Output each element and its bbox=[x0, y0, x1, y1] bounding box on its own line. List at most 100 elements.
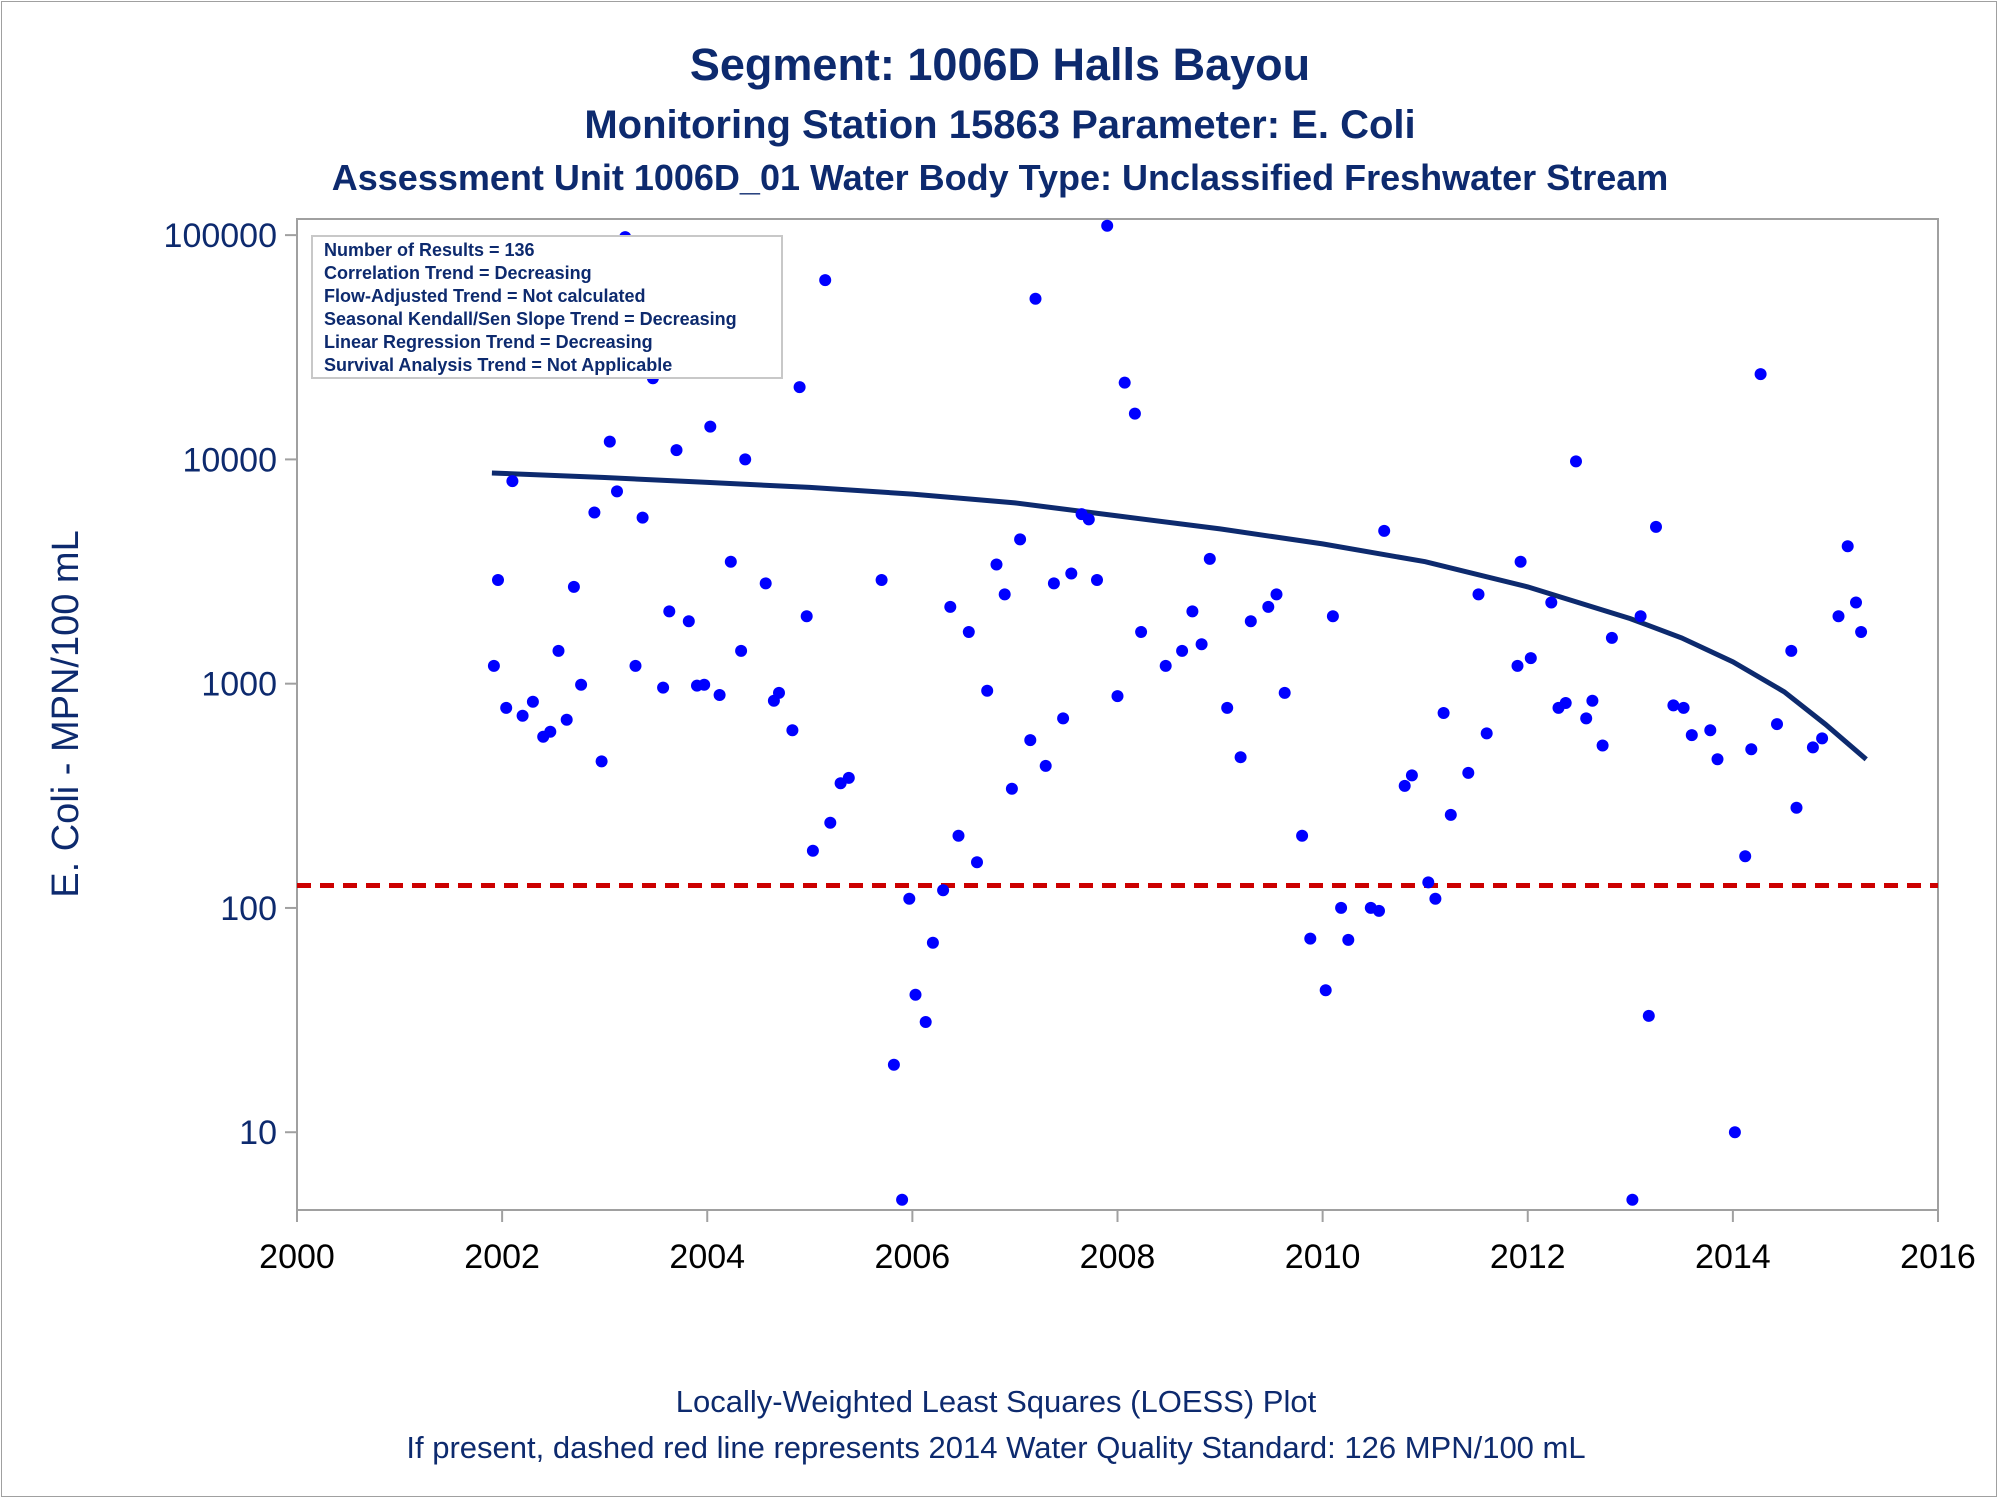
data-point bbox=[1047, 577, 1060, 590]
data-point bbox=[567, 580, 580, 593]
data-point bbox=[903, 892, 916, 905]
data-point bbox=[1005, 782, 1018, 795]
y-tick-label: 10 bbox=[239, 1114, 277, 1152]
data-point bbox=[1203, 552, 1216, 565]
x-tick-label: 2010 bbox=[1285, 1238, 1361, 1276]
footnote-standard: If present, dashed red line represents 2… bbox=[406, 1430, 1585, 1465]
stats-inset-box bbox=[311, 235, 783, 379]
data-point bbox=[896, 1193, 909, 1206]
x-tick-label: 2006 bbox=[875, 1238, 951, 1276]
data-point bbox=[487, 659, 500, 672]
data-point bbox=[1057, 712, 1070, 725]
data-point bbox=[1739, 850, 1752, 863]
data-point bbox=[1841, 540, 1854, 553]
data-point bbox=[1319, 984, 1332, 997]
data-point bbox=[636, 511, 649, 524]
data-point bbox=[819, 274, 832, 287]
inset-line-survival-analysis: Survival Analysis Trend = Not Applicable bbox=[324, 355, 672, 375]
data-point bbox=[1855, 626, 1868, 638]
data-point bbox=[670, 444, 683, 457]
data-point bbox=[1326, 610, 1339, 623]
inset-line-correlation: Correlation Trend = Decreasing bbox=[324, 263, 592, 283]
data-point bbox=[663, 605, 676, 618]
data-point bbox=[611, 485, 623, 498]
data-point bbox=[1176, 644, 1189, 657]
data-point bbox=[981, 684, 994, 697]
data-point bbox=[1024, 734, 1037, 747]
data-point bbox=[773, 686, 785, 699]
data-point bbox=[1270, 588, 1283, 601]
data-point bbox=[1335, 901, 1348, 914]
data-point bbox=[588, 506, 601, 519]
x-tick-label: 2014 bbox=[1695, 1238, 1771, 1276]
data-point bbox=[926, 936, 939, 949]
y-tick-label: 10000 bbox=[182, 441, 277, 479]
data-point bbox=[516, 709, 529, 722]
data-point bbox=[1832, 610, 1845, 623]
data-point bbox=[1342, 933, 1355, 946]
data-point bbox=[500, 701, 513, 714]
data-point bbox=[1728, 1126, 1741, 1139]
data-point bbox=[1626, 1193, 1639, 1206]
data-point bbox=[944, 600, 957, 613]
data-point bbox=[724, 555, 737, 568]
data-point bbox=[1524, 652, 1537, 665]
x-tick-label: 2000 bbox=[259, 1238, 335, 1276]
x-tick-label: 2012 bbox=[1490, 1238, 1566, 1276]
y-axis-label: E. Coli - MPN/100 mL bbox=[45, 530, 87, 897]
data-point bbox=[1816, 732, 1829, 745]
data-point bbox=[1118, 376, 1131, 389]
data-point bbox=[990, 558, 1003, 571]
data-point bbox=[1545, 596, 1558, 609]
data-point bbox=[1398, 779, 1411, 792]
data-point bbox=[971, 856, 983, 869]
data-point bbox=[806, 844, 819, 857]
data-point bbox=[919, 1016, 932, 1028]
data-point bbox=[1128, 407, 1141, 420]
x-tick-label: 2016 bbox=[1900, 1238, 1976, 1276]
data-point bbox=[1429, 892, 1442, 905]
data-point bbox=[1111, 690, 1124, 703]
inset-line-results: Number of Results = 136 bbox=[324, 240, 535, 260]
data-point bbox=[1472, 588, 1485, 601]
data-point bbox=[1091, 574, 1103, 586]
data-point bbox=[1373, 904, 1385, 917]
data-point bbox=[824, 816, 837, 829]
data-point bbox=[575, 678, 588, 691]
data-point bbox=[735, 644, 748, 657]
data-point bbox=[1754, 368, 1767, 381]
data-point bbox=[492, 574, 504, 586]
data-point bbox=[1790, 801, 1803, 814]
data-point bbox=[526, 695, 539, 708]
data-point bbox=[739, 453, 752, 466]
data-point bbox=[1262, 600, 1275, 613]
data-point bbox=[1278, 686, 1291, 699]
data-points bbox=[487, 219, 1868, 1206]
inset-line-seasonal-kendall: Seasonal Kendall/Sen Slope Trend = Decre… bbox=[324, 309, 737, 329]
data-point bbox=[1677, 701, 1690, 714]
data-point bbox=[552, 644, 565, 657]
data-point bbox=[1650, 520, 1662, 533]
data-point bbox=[1667, 699, 1680, 712]
data-point bbox=[1405, 769, 1418, 782]
data-point bbox=[1234, 751, 1247, 764]
data-point bbox=[1082, 513, 1095, 526]
data-point bbox=[1378, 524, 1391, 537]
data-point bbox=[1221, 701, 1234, 714]
x-tick-label: 2008 bbox=[1080, 1238, 1156, 1276]
footnote-loess: Locally-Weighted Least Squares (LOESS) P… bbox=[676, 1384, 1317, 1419]
data-point bbox=[1444, 808, 1457, 821]
data-point bbox=[887, 1058, 900, 1071]
y-tick-label: 100000 bbox=[164, 217, 277, 255]
data-point bbox=[1437, 707, 1450, 719]
stats-inset: Number of Results = 136 Correlation Tren… bbox=[311, 235, 783, 379]
data-point bbox=[1304, 932, 1317, 945]
data-point bbox=[1771, 718, 1783, 731]
data-point bbox=[1511, 659, 1524, 672]
data-point bbox=[1065, 567, 1078, 580]
data-point bbox=[560, 713, 573, 726]
data-point bbox=[1514, 555, 1527, 568]
data-point bbox=[1634, 610, 1647, 623]
data-point bbox=[759, 577, 772, 590]
